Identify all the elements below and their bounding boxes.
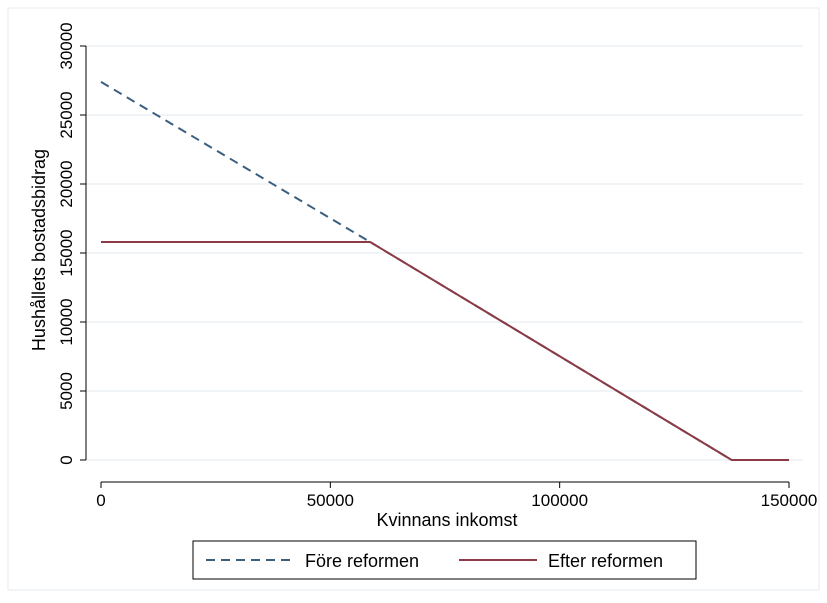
y-tick-label: 15000 — [57, 229, 76, 276]
series-line-fore-reformen — [100, 81, 789, 461]
y-tick-label: 25000 — [57, 91, 76, 138]
x-tick-label: 0 — [96, 491, 105, 510]
axes: 0 5000 10000 15000 20000 25000 30000 0 50000 1000… — [57, 22, 817, 510]
legend: Före reformen Efter reformen — [192, 540, 697, 580]
grid-lines — [86, 45, 803, 461]
data-series — [100, 81, 789, 461]
x-axis-label: Kvinnans inkomst — [376, 510, 517, 530]
x-tick-label: 100000 — [531, 491, 588, 510]
x-tick-label: 50000 — [307, 491, 354, 510]
x-tick-label: 150000 — [761, 491, 818, 510]
outer-frame — [7, 7, 820, 591]
y-tick-label: 10000 — [57, 298, 76, 345]
legend-label-efter-reformen: Efter reformen — [548, 551, 663, 571]
legend-box — [192, 540, 697, 580]
y-axis-label: Hushållets bostadsbidrag — [29, 149, 49, 351]
y-tick-label: 0 — [57, 455, 76, 464]
legend-label-fore-reformen: Före reformen — [305, 551, 419, 571]
y-tick-label: 20000 — [57, 160, 76, 207]
y-tick-label: 30000 — [57, 22, 76, 69]
y-tick-label: 5000 — [57, 372, 76, 410]
series-line-efter-reformen — [101, 241, 789, 461]
